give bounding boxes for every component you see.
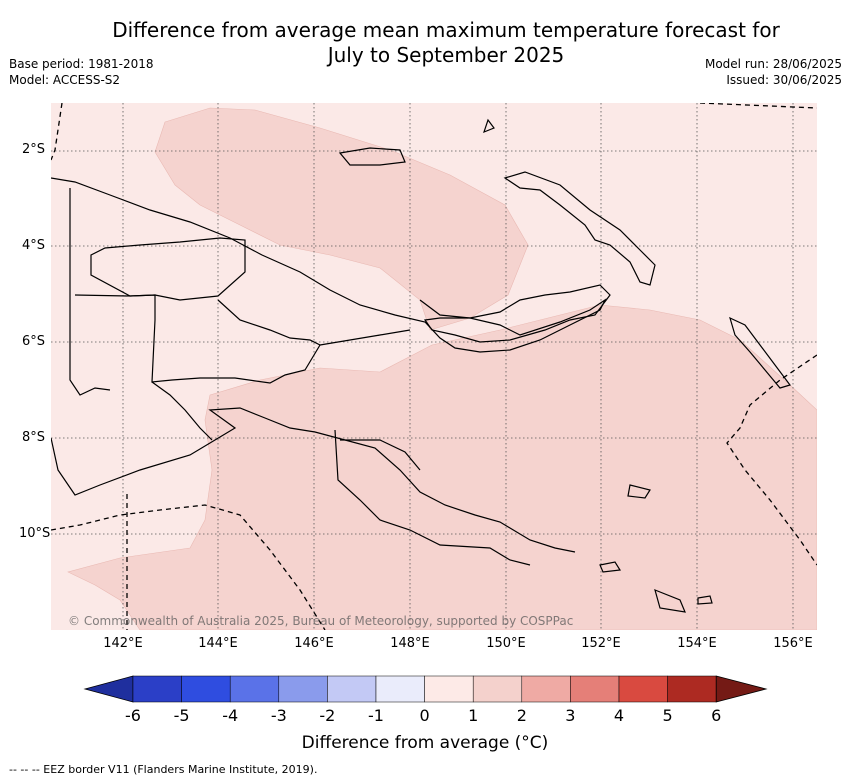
colorbar-cell bbox=[472, 675, 523, 703]
colorbar-tick-label: -6 bbox=[125, 706, 141, 725]
lon-tick-154e: 154°E bbox=[677, 636, 717, 651]
map-credit: © Commonwealth of Australia 2025, Bureau… bbox=[68, 614, 574, 628]
colorbar-cell bbox=[327, 675, 377, 703]
lon-tick-142e: 142°E bbox=[103, 636, 143, 651]
coastlines bbox=[51, 118, 791, 613]
colorbar-tick-label: -2 bbox=[319, 706, 336, 725]
lat-tick-8s: 8°S bbox=[21, 430, 45, 445]
lat-tick-6s: 6°S bbox=[21, 334, 45, 349]
lat-tick-10s: 10°S bbox=[19, 526, 51, 541]
eez-footnote: -- -- -- EEZ border V11 (Flanders Marine… bbox=[9, 763, 318, 776]
map-title: Difference from average mean maximum tem… bbox=[112, 18, 780, 67]
colorbar-title: Difference from average (°C) bbox=[301, 733, 549, 753]
colorbar-cell bbox=[278, 675, 328, 703]
lon-tick-148e: 148°E bbox=[390, 636, 430, 651]
colorbar-cell bbox=[375, 675, 425, 703]
colorbar-tick-label: 5 bbox=[662, 706, 673, 725]
colorbar-cell bbox=[132, 675, 182, 703]
colorbar-extend-low bbox=[83, 675, 134, 703]
colorbar-tick-label: -1 bbox=[368, 706, 384, 725]
lon-tick-152e: 152°E bbox=[581, 636, 621, 651]
anomaly-one-to-two-area-north bbox=[154, 107, 529, 331]
lat-tick-4s: 4°S bbox=[21, 238, 45, 253]
colorbar-tick-label: 1 bbox=[468, 706, 479, 725]
anomaly-one-to-two-area-south bbox=[67, 304, 817, 630]
colorbar-tick-label: -5 bbox=[173, 706, 190, 725]
colorbar-tick-label: 2 bbox=[516, 706, 527, 725]
eez-borders bbox=[51, 103, 817, 630]
colorbar-tick-label: 6 bbox=[711, 706, 722, 725]
model-label: Model: ACCESS-S2 bbox=[9, 73, 121, 87]
colorbar-cell bbox=[424, 675, 474, 703]
colorbar-cell bbox=[521, 675, 571, 703]
colorbar-tick-label: -3 bbox=[270, 706, 287, 725]
colorbar-tick-label: 3 bbox=[565, 706, 576, 725]
colorbar-cell bbox=[181, 675, 231, 703]
lon-tick-146e: 146°E bbox=[294, 636, 334, 651]
base-period-label: Base period: 1981-2018 bbox=[9, 57, 154, 71]
colorbar-tick-label: -4 bbox=[222, 706, 239, 725]
lon-tick-144e: 144°E bbox=[198, 636, 238, 651]
lon-tick-156e: 156°E bbox=[773, 636, 813, 651]
colorbar-cell bbox=[570, 675, 620, 703]
lat-tick-2s: 2°S bbox=[21, 142, 45, 157]
colorbar-cell bbox=[618, 675, 668, 703]
colorbar-cell bbox=[229, 675, 280, 703]
lon-tick-150e: 150°E bbox=[486, 636, 526, 651]
issued-label: Issued: 30/06/2025 bbox=[726, 73, 842, 87]
colorbar-extend-high bbox=[715, 675, 768, 703]
colorbar-tick-label: 0 bbox=[419, 706, 430, 725]
model-run-label: Model run: 28/06/2025 bbox=[704, 57, 842, 71]
colorbar-tick-label: 4 bbox=[613, 706, 625, 725]
colorbar-cell bbox=[667, 675, 717, 703]
